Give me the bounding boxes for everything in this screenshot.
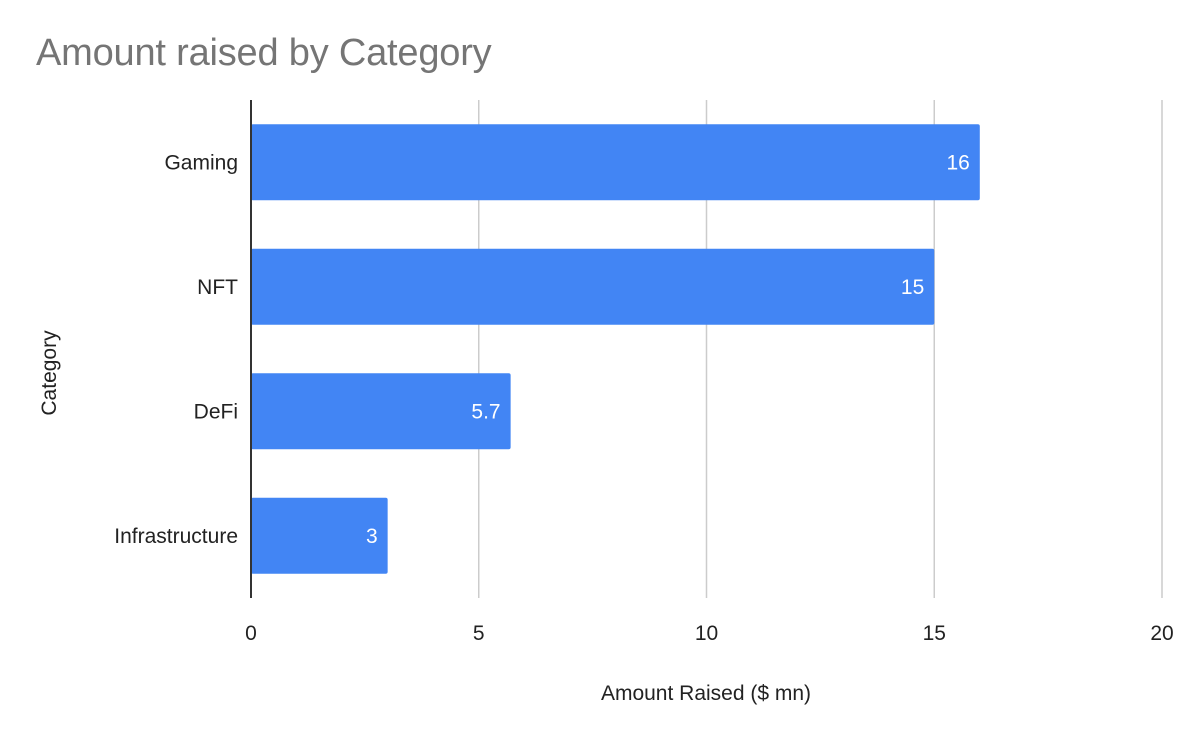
- x-tick-label: 0: [245, 622, 257, 645]
- bar: [251, 248, 935, 325]
- bar: [251, 497, 388, 574]
- bars: [251, 124, 980, 574]
- category-label: NFT: [197, 276, 238, 299]
- category-label: DeFi: [194, 400, 238, 423]
- x-tick-label: 5: [473, 622, 485, 645]
- category-label: Infrastructure: [114, 525, 238, 548]
- category-label: Gaming: [164, 151, 238, 174]
- bar: [251, 124, 980, 201]
- x-tick-label: 10: [695, 622, 718, 645]
- bar-value-label: 15: [901, 276, 924, 299]
- bar-value-label: 16: [946, 151, 969, 174]
- bar-value-label: 3: [366, 525, 378, 548]
- labels: 0 5 10 15 20 16 Gaming 15 NFT 5.7 DeFi 3 Infrastruct…: [114, 151, 1173, 645]
- x-axis-title: Amount Raised ($ mn): [601, 682, 811, 705]
- chart-title: Amount raised by Category: [36, 32, 492, 74]
- x-tick-label: 20: [1150, 622, 1173, 645]
- y-axis-title: Category: [38, 330, 61, 416]
- bar: [251, 373, 511, 450]
- x-tick-label: 15: [923, 622, 946, 645]
- bar-value-label: 5.7: [471, 400, 500, 423]
